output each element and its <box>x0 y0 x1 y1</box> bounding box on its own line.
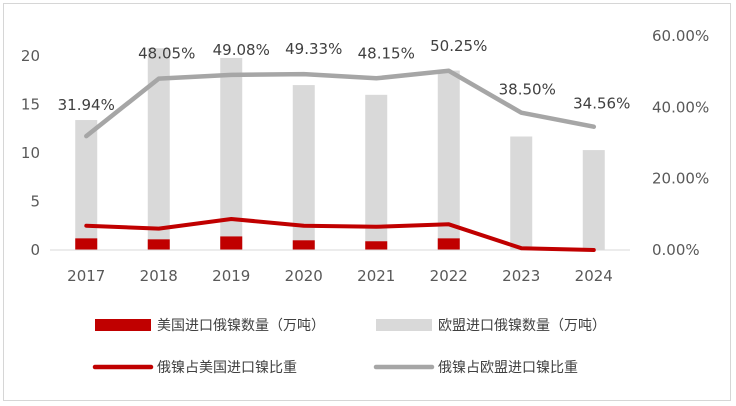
eu-bar-2020 <box>292 85 315 250</box>
eu-bar-2024 <box>582 150 605 250</box>
eu-share-label-2017: 31.94% <box>58 96 115 114</box>
right-tick-20.00%: 20.00% <box>652 170 709 188</box>
eu-bar-2017 <box>75 120 98 251</box>
left-tick-5: 5 <box>30 193 40 211</box>
eu-share-label-2024: 34.56% <box>573 95 630 113</box>
us-bar-2018 <box>147 239 170 250</box>
legend-item-2-swatch <box>376 319 432 331</box>
us-bar-2022 <box>437 238 460 250</box>
left-tick-15: 15 <box>21 96 40 114</box>
right-tick-40.00%: 40.00% <box>652 98 709 116</box>
eu-share-label-2021: 48.15% <box>358 44 415 62</box>
legend-item-1-label: 美国进口俄镍数量（万吨） <box>157 318 325 334</box>
left-tick-20: 20 <box>21 47 40 65</box>
us-bar-2017 <box>75 238 98 250</box>
eu-share-label-2019: 49.08% <box>213 41 270 59</box>
left-tick-0: 0 <box>30 241 40 259</box>
us-share-line <box>84 217 596 252</box>
eu-bar-2022 <box>437 70 460 250</box>
legend-item-2-label: 欧盟进口俄镍数量（万吨） <box>438 318 606 334</box>
x-tick-2024: 2024 <box>575 267 613 285</box>
legend-item-3-label: 俄镍占美国进口镍比重 <box>157 360 297 376</box>
left-tick-10: 10 <box>21 144 40 162</box>
us-bar-2019 <box>220 236 243 250</box>
legend-item-1-swatch <box>95 319 151 331</box>
x-tick-2017: 2017 <box>67 267 105 285</box>
right-tick-0.00%: 0.00% <box>652 241 700 259</box>
x-tick-2022: 2022 <box>430 267 468 285</box>
x-tick-2021: 2021 <box>357 267 395 285</box>
eu-bar-2023 <box>510 136 533 250</box>
eu-bar-2018 <box>147 48 170 250</box>
eu-share-label-2020: 49.33% <box>285 40 342 58</box>
legend-item-4-label: 俄镍占欧盟进口镍比重 <box>438 360 578 376</box>
x-tick-2023: 2023 <box>502 267 540 285</box>
x-tick-2020: 2020 <box>285 267 323 285</box>
eu-share-label-2023: 38.50% <box>499 81 556 99</box>
eu-bar-2021 <box>365 94 388 250</box>
right-tick-60.00%: 60.00% <box>652 27 709 45</box>
eu-share-line <box>84 68 597 139</box>
eu-bar-2019 <box>220 57 243 250</box>
eu-share-label-2022: 50.25% <box>430 37 487 55</box>
us-bar-2020 <box>292 240 315 250</box>
us-bar-2021 <box>365 241 388 250</box>
eu-share-label-2018: 48.05% <box>138 45 195 63</box>
x-tick-2019: 2019 <box>212 267 250 285</box>
x-tick-2018: 2018 <box>140 267 178 285</box>
